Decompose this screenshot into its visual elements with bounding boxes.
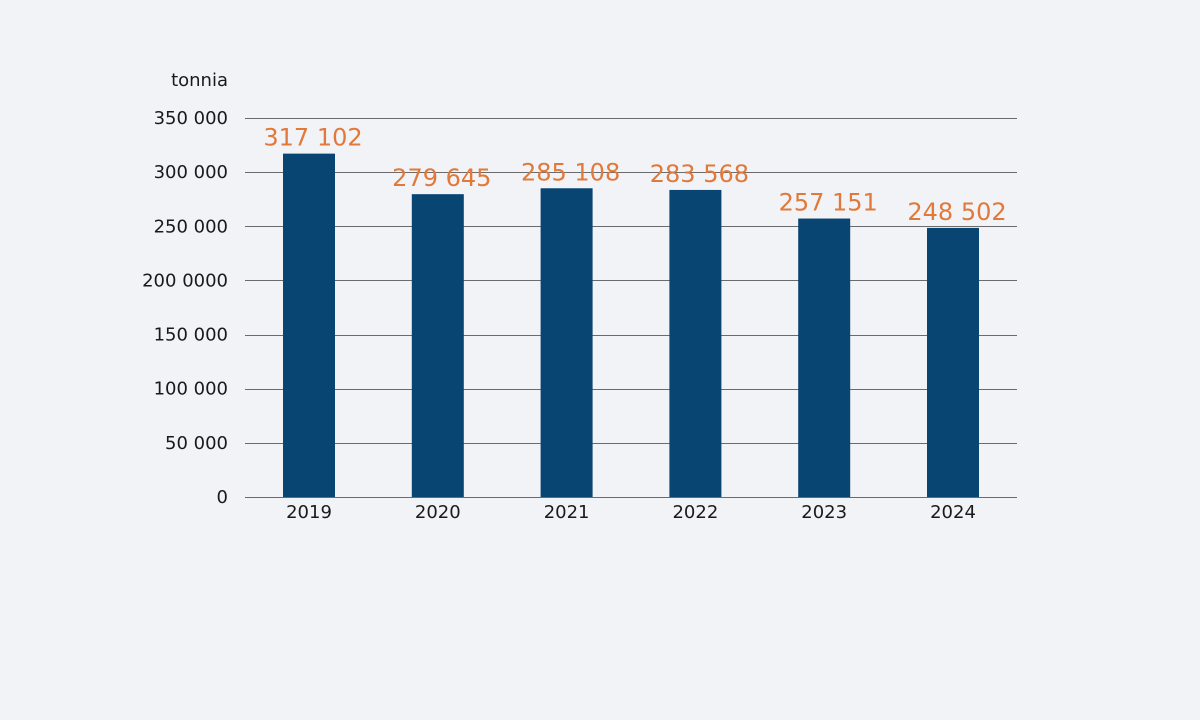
bar-2022 xyxy=(669,189,722,497)
x-tick-label: 2020 xyxy=(415,502,461,523)
value-label-2020: 279 645 xyxy=(392,164,491,192)
x-tick-label: 2024 xyxy=(930,502,976,523)
bar-2021 xyxy=(540,188,593,497)
gridlines xyxy=(245,118,1017,498)
x-tick-label: 2021 xyxy=(544,502,590,523)
value-label-2023: 257 151 xyxy=(779,189,878,217)
y-axis-ticks: 0 50 000 100 000 150 000 200 0000 250 000 300 … xyxy=(142,108,228,508)
y-axis-unit-label: tonnia xyxy=(171,70,228,91)
bar-2024 xyxy=(927,227,979,497)
y-tick-label: 0 xyxy=(217,487,228,508)
value-label-2022: 283 568 xyxy=(650,160,749,188)
y-tick-label: 350 000 xyxy=(154,108,228,129)
y-tick-label: 100 000 xyxy=(154,379,228,400)
value-label-2021: 285 108 xyxy=(521,158,620,186)
y-tick-label: 150 000 xyxy=(154,325,228,346)
value-label-2019: 317 102 xyxy=(263,124,362,152)
value-labels: 317 102 279 645 285 108 283 568 257 151 248 5… xyxy=(263,124,1006,226)
x-tick-label: 2019 xyxy=(286,502,332,523)
y-tick-label: 300 000 xyxy=(154,162,228,183)
x-axis-ticks: 2019 2020 2021 2022 2023 2024 xyxy=(286,502,976,523)
y-tick-label: 50 000 xyxy=(165,433,228,454)
value-label-2024: 248 502 xyxy=(907,198,1006,226)
bars xyxy=(283,153,979,497)
y-tick-label: 250 000 xyxy=(154,216,228,237)
y-tick-label: 200 0000 xyxy=(142,270,228,291)
x-tick-label: 2022 xyxy=(672,502,718,523)
bar-2019 xyxy=(283,153,335,497)
x-tick-label: 2023 xyxy=(801,502,847,523)
bar-2020 xyxy=(411,194,464,497)
bar-2023 xyxy=(798,218,851,497)
